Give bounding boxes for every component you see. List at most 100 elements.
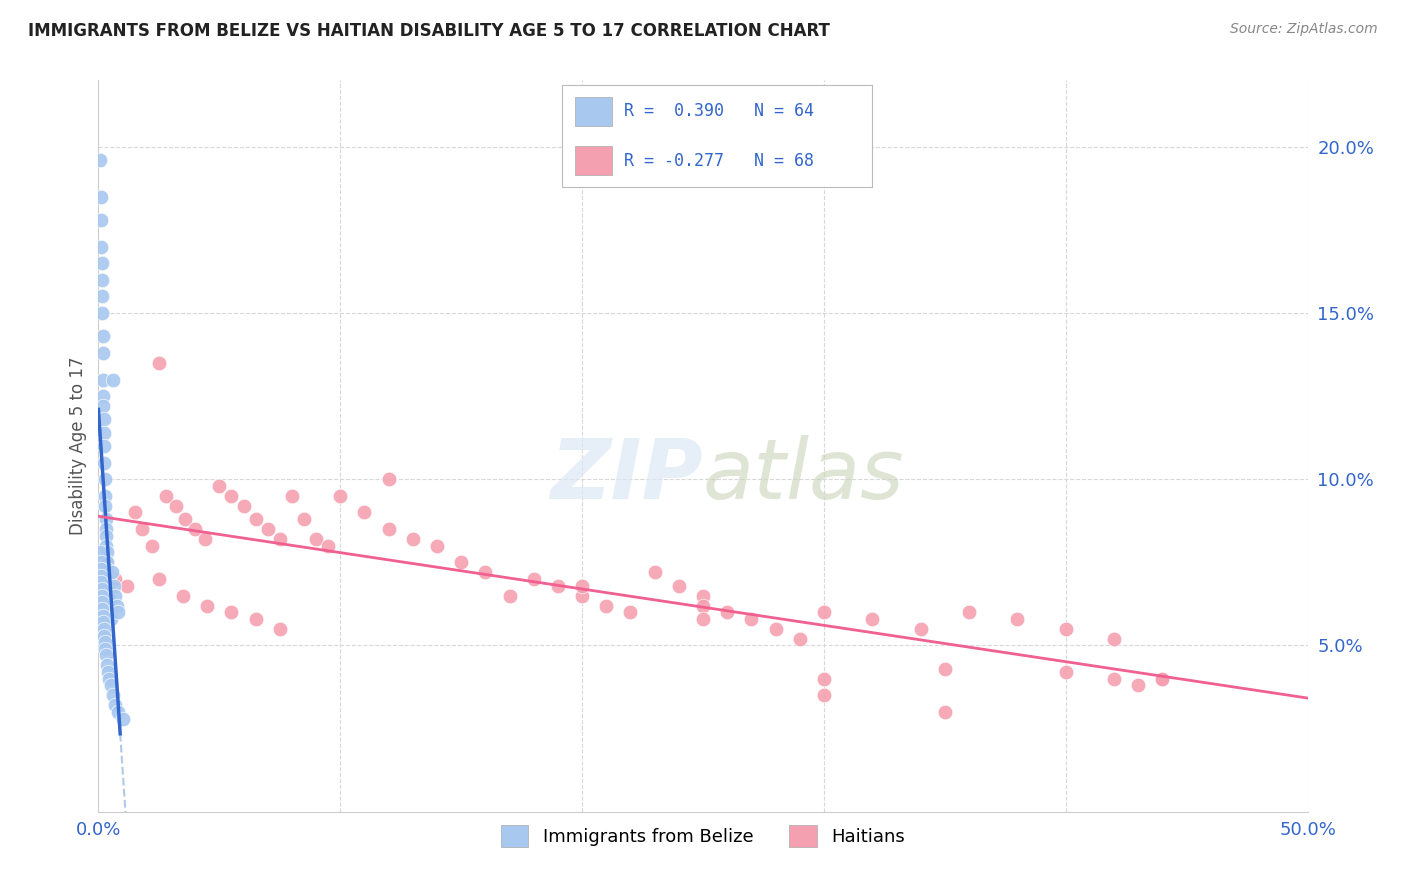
Point — [89, 545, 111, 559]
Point — [100, 566, 122, 580]
Point — [103, 579, 125, 593]
Point — [523, 572, 546, 586]
Point — [90, 562, 112, 576]
Point — [98, 591, 121, 606]
Point — [172, 589, 194, 603]
Text: Source: ZipAtlas.com: Source: ZipAtlas.com — [1230, 22, 1378, 37]
Point — [93, 412, 115, 426]
Y-axis label: Disability Age 5 to 17: Disability Age 5 to 17 — [69, 357, 87, 535]
Point — [571, 579, 593, 593]
Point — [1054, 622, 1077, 636]
Point — [595, 599, 617, 613]
Bar — [575, 146, 612, 175]
Point — [813, 672, 835, 686]
Point — [94, 489, 117, 503]
Point — [155, 489, 177, 503]
Point — [94, 555, 117, 569]
Point — [104, 698, 127, 713]
Point — [232, 499, 254, 513]
Point — [93, 425, 115, 440]
Point — [256, 522, 278, 536]
Point — [148, 572, 170, 586]
Point — [1102, 672, 1125, 686]
Point — [96, 562, 118, 576]
Point — [619, 605, 641, 619]
Bar — [575, 97, 612, 126]
Point — [124, 506, 146, 520]
Point — [97, 665, 120, 679]
Text: IMMIGRANTS FROM BELIZE VS HAITIAN DISABILITY AGE 5 TO 17 CORRELATION CHART: IMMIGRANTS FROM BELIZE VS HAITIAN DISABI… — [28, 22, 830, 40]
Point — [100, 678, 122, 692]
Point — [91, 346, 114, 360]
Point — [96, 529, 118, 543]
Point — [208, 479, 231, 493]
Point — [221, 605, 243, 619]
Point — [474, 566, 496, 580]
Point — [571, 589, 593, 603]
Point — [789, 632, 811, 646]
Point — [813, 689, 835, 703]
Point — [98, 599, 121, 613]
Point — [195, 599, 218, 613]
Point — [281, 489, 304, 503]
Point — [316, 539, 339, 553]
Point — [107, 605, 129, 619]
Point — [94, 512, 117, 526]
Point — [813, 605, 835, 619]
Point — [104, 572, 127, 586]
Point — [91, 306, 114, 320]
Point — [1128, 678, 1150, 692]
Point — [426, 539, 449, 553]
Point — [94, 641, 117, 656]
Point — [104, 589, 127, 603]
Point — [1102, 632, 1125, 646]
Point — [269, 532, 291, 546]
Point — [90, 239, 112, 253]
Point — [94, 522, 117, 536]
Point — [305, 532, 328, 546]
Point — [547, 579, 569, 593]
Point — [860, 612, 883, 626]
Point — [91, 273, 114, 287]
Point — [90, 189, 112, 203]
Point — [90, 575, 112, 590]
Point — [353, 506, 375, 520]
Point — [692, 612, 714, 626]
Point — [91, 372, 114, 386]
Point — [90, 568, 112, 582]
Point — [89, 153, 111, 167]
Point — [105, 599, 128, 613]
Point — [93, 472, 115, 486]
Text: atlas: atlas — [703, 434, 904, 516]
Point — [107, 705, 129, 719]
Point — [90, 213, 112, 227]
Point — [692, 589, 714, 603]
Point — [98, 605, 121, 619]
Point — [174, 512, 197, 526]
Point — [94, 648, 117, 663]
Point — [93, 439, 115, 453]
Point — [90, 555, 112, 569]
Point — [91, 389, 114, 403]
Point — [148, 356, 170, 370]
Point — [97, 585, 120, 599]
Point — [90, 582, 112, 596]
Point — [96, 658, 118, 673]
Point — [644, 566, 666, 580]
Point — [90, 256, 112, 270]
Point — [100, 612, 122, 626]
Text: R = -0.277   N = 68: R = -0.277 N = 68 — [624, 152, 814, 169]
Point — [141, 539, 163, 553]
Point — [498, 589, 520, 603]
Point — [269, 622, 291, 636]
Point — [91, 615, 114, 630]
Point — [934, 662, 956, 676]
Point — [91, 595, 114, 609]
Point — [91, 329, 114, 343]
Point — [402, 532, 425, 546]
Point — [245, 612, 267, 626]
Point — [765, 622, 787, 636]
Point — [91, 608, 114, 623]
Point — [740, 612, 762, 626]
Text: ZIP: ZIP — [550, 434, 703, 516]
